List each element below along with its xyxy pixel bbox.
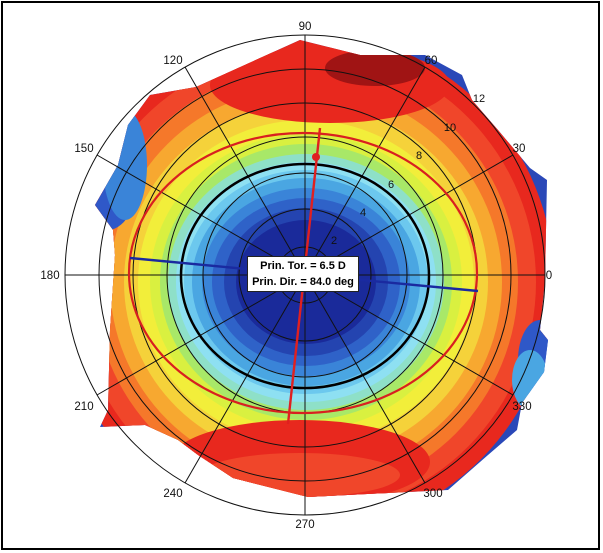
angle-label-330: 330: [512, 401, 531, 413]
radial-spokes: [65, 35, 545, 515]
ring-labels: 2 4 6 8 10 12: [331, 93, 485, 247]
ring-label-2: 2: [331, 235, 337, 247]
angle-label-60: 60: [425, 55, 438, 67]
principal-direction-text: Prin. Dir. = 84.0 deg: [252, 276, 354, 288]
toricity-info-box: Prin. Tor. = 6.5 D Prin. Dir. = 84.0 deg: [247, 256, 359, 292]
ring-label-12: 12: [473, 93, 485, 105]
ring-label-6: 6: [388, 179, 394, 191]
ring-label-8: 8: [416, 150, 422, 162]
best-fit-ellipse: [179, 162, 431, 390]
ring-label-4: 4: [360, 207, 366, 219]
principal-toricity-text: Prin. Tor. = 6.5 D: [260, 260, 346, 272]
principal-ellipse: [127, 131, 479, 415]
ring-label-10: 10: [444, 122, 456, 134]
angle-label-150: 150: [74, 143, 93, 155]
angle-label-270: 270: [295, 519, 314, 531]
angle-label-240: 240: [163, 488, 182, 500]
angle-label-180: 180: [40, 270, 59, 282]
angle-label-300: 300: [423, 488, 442, 500]
angle-labels: 0 30 60 90 120 150 180 210 240 270 300 3…: [40, 21, 552, 531]
angle-label-120: 120: [163, 55, 182, 67]
principal-direction-marker: [312, 153, 320, 161]
angle-label-210: 210: [74, 401, 93, 413]
angle-label-30: 30: [513, 143, 526, 155]
angle-label-90: 90: [299, 21, 312, 33]
angle-label-0: 0: [546, 270, 552, 282]
